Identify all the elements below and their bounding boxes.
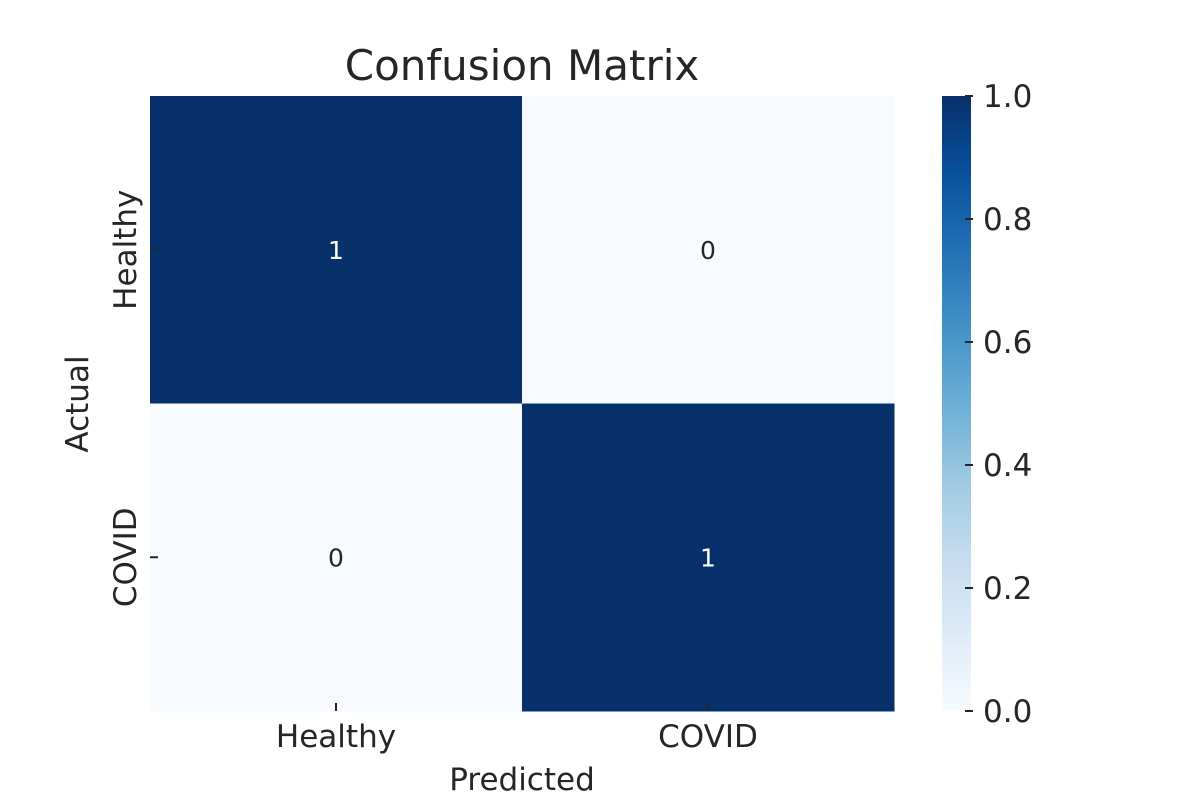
colorbar-tick-label: 0.8 (983, 202, 1032, 238)
colorbar-tick-label: 0.2 (983, 571, 1032, 607)
colorbar-tick-label: 0.0 (983, 694, 1032, 730)
cell-annotations: 1 0 0 1 (328, 236, 716, 573)
y-axis: Healthy COVID (108, 190, 158, 607)
heatmap-cell (150, 403, 523, 712)
colorbar-tick-label: 0.6 (983, 325, 1032, 361)
x-tick-label: Healthy (276, 719, 396, 755)
y-axis-label: Actual (60, 355, 96, 452)
heatmap-cell (522, 403, 895, 712)
x-axis-label: Predicted (449, 762, 595, 798)
cell-annotation: 1 (700, 543, 716, 572)
colorbar-tick-label: 0.4 (983, 448, 1032, 484)
cell-annotation: 0 (328, 543, 344, 572)
heatmap-cell (522, 96, 895, 404)
cell-annotation: 0 (700, 236, 716, 265)
x-tick-label: COVID (658, 719, 758, 755)
y-tick-label: Healthy (108, 190, 144, 310)
chart-title: Confusion Matrix (345, 41, 700, 90)
heatmap-cells (150, 96, 895, 712)
colorbar-tick-label: 1.0 (983, 79, 1032, 115)
x-axis: Healthy COVID (276, 703, 758, 755)
colorbar-gradient (942, 96, 971, 711)
cell-annotation: 1 (328, 236, 344, 265)
colorbar: 0.0 0.2 0.4 0.6 0.8 1.0 (942, 79, 1032, 730)
heatmap-cell (150, 96, 523, 404)
y-tick-label: COVID (108, 507, 144, 607)
